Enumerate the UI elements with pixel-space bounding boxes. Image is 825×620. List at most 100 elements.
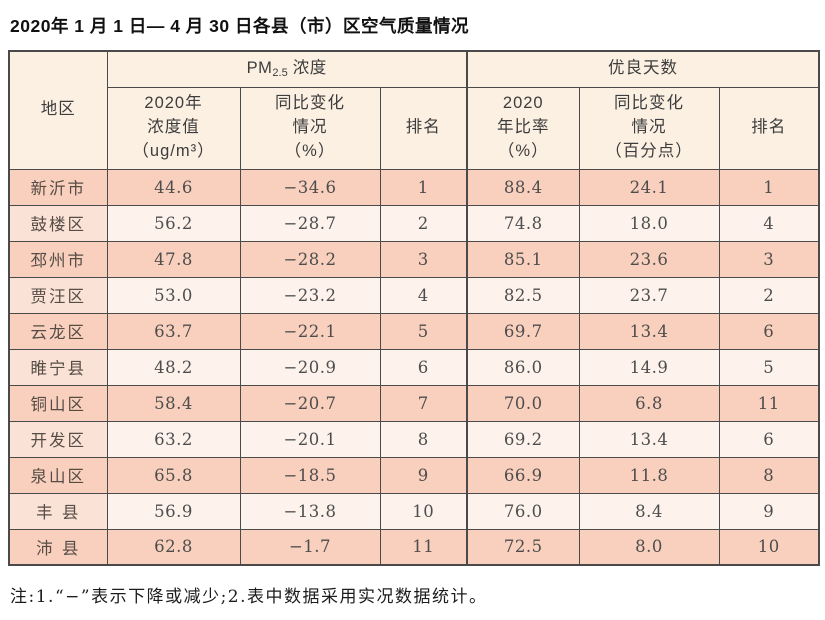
header-good-change: 同比变化 情况 （百分点） (578, 86, 720, 170)
region-cell: 开发区 (8, 420, 108, 458)
pm25-value-cell: 53.0 (106, 276, 241, 314)
pm25-change-cell: −13.8 (239, 492, 381, 530)
header-pm25-change: 同比变化 情况 （%） (239, 86, 381, 170)
header-pm25-value: 2020年 浓度值 （ug/m³） (106, 86, 241, 170)
table-row: 睢宁县 48.2 −20.9 6 86.0 14.9 5 (8, 348, 820, 386)
good-rate-cell: 88.4 (466, 168, 580, 206)
pm25-label-subscript: 2.5 (272, 66, 288, 79)
pm25-value-cell: 44.6 (106, 168, 241, 206)
good-rank-cell: 11 (718, 384, 820, 422)
pm25-change-cell: −20.1 (239, 420, 381, 458)
pm25-rank-cell: 2 (379, 204, 468, 242)
table-row: 新沂市 44.6 −34.6 1 88.4 24.1 1 (8, 168, 820, 206)
good-change-cell: 8.0 (578, 528, 720, 566)
good-rank-cell: 10 (718, 528, 820, 566)
pm25-change-cell: −1.7 (239, 528, 381, 566)
good-rate-cell: 70.0 (466, 384, 580, 422)
good-rank-cell: 5 (718, 348, 820, 386)
pm25-change-cell: −22.1 (239, 312, 381, 350)
header-group-row: 地区 PM2.5 浓度 优良天数 (8, 50, 820, 170)
pm25-label-suffix: 浓度 (287, 58, 327, 77)
good-change-cell: 14.9 (578, 348, 720, 386)
good-change-cell: 23.7 (578, 276, 720, 314)
header-good-rate: 2020 年比率 （%） (466, 86, 580, 170)
pm25-label-prefix: PM (246, 58, 273, 77)
header-region: 地区 (8, 50, 108, 170)
pm25-change-cell: −23.2 (239, 276, 381, 314)
region-cell: 鼓楼区 (8, 204, 108, 242)
good-rate-cell: 66.9 (466, 456, 580, 494)
region-cell: 新沂市 (8, 168, 108, 206)
table-row: 丰 县 56.9 −13.8 10 76.0 8.4 9 (8, 492, 820, 530)
good-change-cell: 11.8 (578, 456, 720, 494)
pm25-rank-cell: 10 (379, 492, 468, 530)
good-rank-cell: 1 (718, 168, 820, 206)
good-rate-cell: 86.0 (466, 348, 580, 386)
good-change-cell: 6.8 (578, 384, 720, 422)
good-change-cell: 13.4 (578, 312, 720, 350)
header-pm25-rank: 排名 (379, 86, 468, 170)
pm25-rank-cell: 9 (379, 456, 468, 494)
pm25-rank-cell: 11 (379, 528, 468, 566)
header-good-rank: 排名 (718, 86, 820, 170)
pm25-rank-cell: 8 (379, 420, 468, 458)
pm25-rank-cell: 1 (379, 168, 468, 206)
table-row: 开发区 63.2 −20.1 8 69.2 13.4 6 (8, 420, 820, 458)
header-pm25-group: PM2.5 浓度 (106, 50, 468, 88)
pm25-rank-cell: 3 (379, 240, 468, 278)
good-rank-cell: 3 (718, 240, 820, 278)
region-cell: 泉山区 (8, 456, 108, 494)
pm25-change-cell: −34.6 (239, 168, 381, 206)
region-cell: 邳州市 (8, 240, 108, 278)
good-change-cell: 18.0 (578, 204, 720, 242)
pm25-value-cell: 48.2 (106, 348, 241, 386)
good-rate-cell: 76.0 (466, 492, 580, 530)
footnote: 注:1.“−”表示下降或减少;2.表中数据采用实况数据统计。 (10, 587, 488, 607)
good-rate-cell: 69.7 (466, 312, 580, 350)
table-row: 鼓楼区 56.2 −28.7 2 74.8 18.0 4 (8, 204, 820, 242)
pm25-value-cell: 56.9 (106, 492, 241, 530)
pm25-change-cell: −28.2 (239, 240, 381, 278)
table-row: 贾汪区 53.0 −23.2 4 82.5 23.7 2 (8, 276, 820, 314)
pm25-value-cell: 63.2 (106, 420, 241, 458)
header-sub-row: 2020年 浓度值 （ug/m³） 同比变化 情况 （%） 排名 2020 年比… (9, 86, 820, 170)
good-change-cell: 8.4 (578, 492, 720, 530)
region-cell: 贾汪区 (8, 276, 108, 314)
good-rate-cell: 85.1 (466, 240, 580, 278)
table-row: 邳州市 47.8 −28.2 3 85.1 23.6 3 (8, 240, 820, 278)
good-rank-cell: 6 (718, 420, 820, 458)
table-row: 泉山区 65.8 −18.5 9 66.9 11.8 8 (8, 456, 820, 494)
good-rate-cell: 69.2 (466, 420, 580, 458)
page-title: 2020年 1 月 1 日— 4 月 30 日各县（市）区空气质量情况 (10, 16, 469, 36)
pm25-value-cell: 58.4 (106, 384, 241, 422)
pm25-change-cell: −28.7 (239, 204, 381, 242)
good-change-cell: 23.6 (578, 240, 720, 278)
pm25-value-cell: 63.7 (106, 312, 241, 350)
table-row: 云龙区 63.7 −22.1 5 69.7 13.4 6 (8, 312, 820, 350)
table-row: 铜山区 58.4 −20.7 7 70.0 6.8 11 (8, 384, 820, 422)
region-cell: 睢宁县 (8, 348, 108, 386)
region-cell: 丰 县 (8, 492, 108, 530)
pm25-change-cell: −20.9 (239, 348, 381, 386)
pm25-value-cell: 65.8 (106, 456, 241, 494)
good-rate-cell: 74.8 (466, 204, 580, 242)
good-rate-cell: 82.5 (466, 276, 580, 314)
table-row: 沛 县 62.8 −1.7 11 72.5 8.0 10 (8, 528, 820, 566)
good-rank-cell: 9 (718, 492, 820, 530)
pm25-rank-cell: 6 (379, 348, 468, 386)
good-rank-cell: 8 (718, 456, 820, 494)
air-quality-table: 地区 PM2.5 浓度 优良天数 2020年 浓度值 （ug/m³） 同比变化 … (8, 50, 821, 566)
pm25-value-cell: 56.2 (106, 204, 241, 242)
pm25-rank-cell: 5 (379, 312, 468, 350)
region-cell: 云龙区 (8, 312, 108, 350)
good-change-cell: 24.1 (578, 168, 720, 206)
good-rank-cell: 6 (718, 312, 820, 350)
good-rank-cell: 4 (718, 204, 820, 242)
pm25-value-cell: 47.8 (106, 240, 241, 278)
header-good-days-group: 优良天数 (465, 50, 820, 88)
region-cell: 铜山区 (8, 384, 108, 422)
good-change-cell: 13.4 (578, 420, 720, 458)
pm25-rank-cell: 4 (379, 276, 468, 314)
pm25-change-cell: −18.5 (239, 456, 381, 494)
pm25-value-cell: 62.8 (106, 528, 241, 566)
